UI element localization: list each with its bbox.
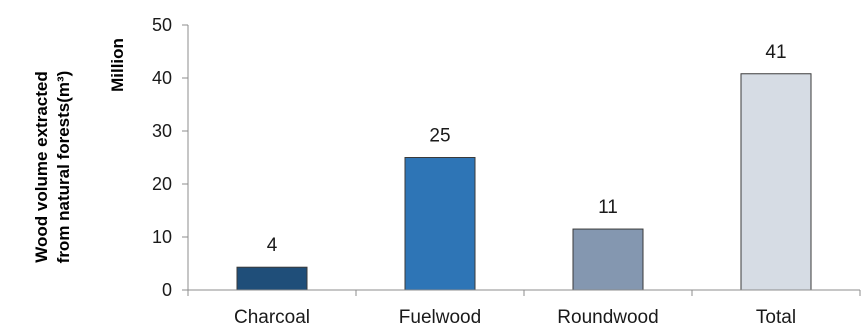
data-label: 25 (429, 126, 450, 147)
bars: 4 Charcoal 25 Fuelwood 11 Roundwood 41 Total (234, 42, 812, 328)
y-tick-label: 50 (152, 15, 172, 35)
y-axis-title-line2: from natural forests(m³) (54, 71, 73, 264)
y-tick-label: 10 (152, 227, 172, 247)
y-tick-label: 20 (152, 174, 172, 194)
x-category-label: Charcoal (234, 307, 310, 328)
y-axis-title-line1: Wood volume extracted (32, 71, 51, 262)
bar-charcoal (236, 266, 308, 291)
y-tick-label: 40 (152, 68, 172, 88)
data-label: 41 (765, 42, 786, 63)
bar-fuelwood (404, 157, 476, 291)
data-label: 4 (267, 235, 278, 256)
y-tick-label: 30 (152, 121, 172, 141)
x-axis-ticks (187, 290, 861, 296)
y-tick-label: 0 (162, 280, 172, 300)
x-category-label: Fuelwood (399, 307, 481, 328)
data-label: 11 (598, 197, 618, 218)
x-category-label: Roundwood (557, 307, 658, 328)
unit-label: Million (108, 38, 127, 92)
x-category-label: Total (756, 307, 796, 328)
bar-roundwood (572, 228, 644, 291)
y-axis-ticks: 0 10 20 30 40 50 (152, 15, 188, 300)
bar-total (740, 73, 812, 291)
